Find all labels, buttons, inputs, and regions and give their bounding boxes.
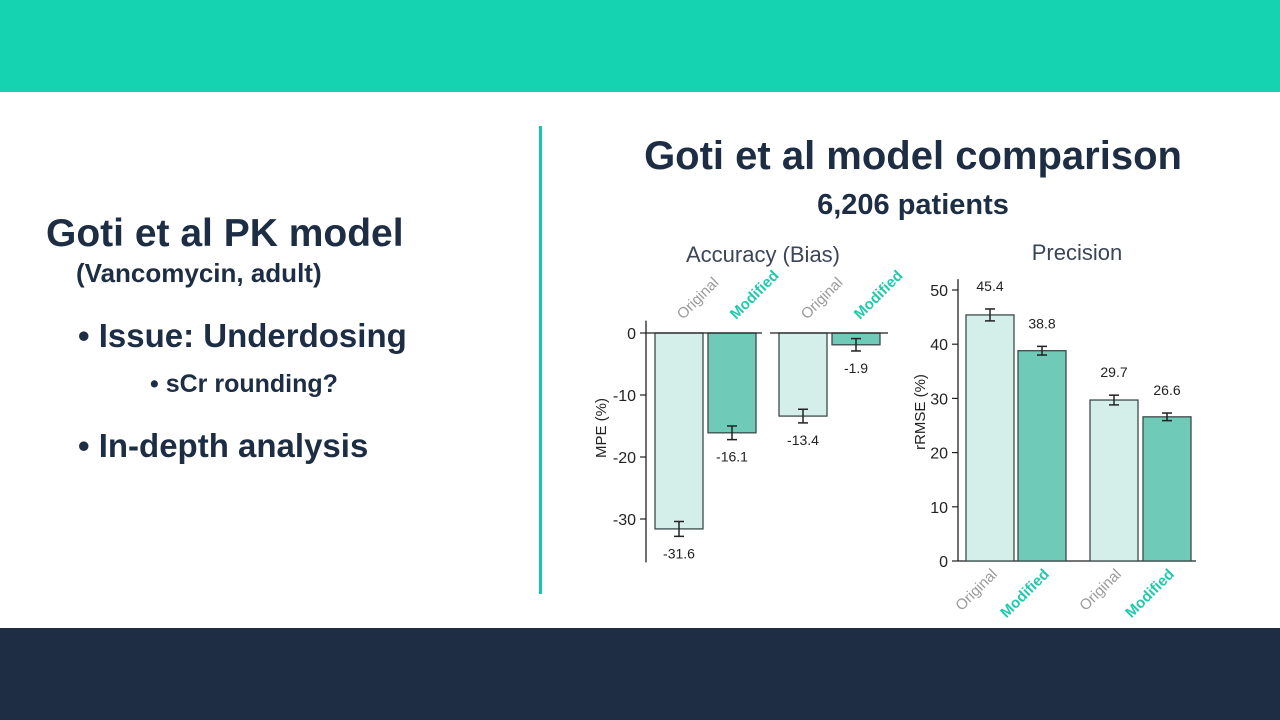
sub-bullet-item: • sCr rounding? <box>150 370 338 398</box>
data-label: -31.6 <box>663 545 695 561</box>
y-tick-label: 50 <box>930 283 948 300</box>
category-label: Original <box>674 274 723 323</box>
data-label: 26.6 <box>1153 382 1180 398</box>
y-tick-label: 0 <box>627 326 636 343</box>
y-axis-label: MPE (%) <box>593 398 610 458</box>
bar-original <box>1089 399 1139 562</box>
bullet-item: • Issue: Underdosing <box>78 317 407 354</box>
y-tick-label: -20 <box>613 450 636 467</box>
y-tick-label: 0 <box>939 554 948 571</box>
bar-original <box>778 332 828 417</box>
bullet-text: sCr rounding? <box>165 370 338 398</box>
bullet-text: Issue: Underdosing <box>98 317 407 354</box>
y-tick-label: 10 <box>930 500 948 517</box>
chart-title: Accuracy (Bias) <box>686 242 840 267</box>
chart-title: Precision <box>1032 240 1122 265</box>
bottom-banner <box>0 628 1280 720</box>
y-tick-label: -30 <box>613 512 636 529</box>
data-label: 29.7 <box>1100 364 1127 380</box>
y-axis-label: rRMSE (%) <box>912 374 929 450</box>
category-label: Original <box>1076 566 1125 615</box>
chart-slide-title: Goti et al model comparison <box>644 134 1182 178</box>
category-label: Modified <box>851 267 907 323</box>
y-tick-label: 20 <box>930 446 948 463</box>
bar-modified <box>1017 350 1067 562</box>
category-label: Modified <box>997 566 1053 622</box>
category-label: Modified <box>727 267 783 323</box>
bar-modified <box>1142 416 1192 562</box>
left-subtitle: (Vancomycin, adult) <box>76 258 322 288</box>
bar-modified <box>707 332 757 434</box>
y-tick-label: 40 <box>930 337 948 354</box>
top-banner <box>0 0 1280 92</box>
category-label: Modified <box>1122 566 1178 622</box>
bullet-text: In-depth analysis <box>98 427 369 464</box>
bullet-item: • In-depth analysis <box>78 427 369 464</box>
left-title: Goti et al PK model <box>46 212 404 255</box>
chart-slide-subtitle: 6,206 patients <box>817 189 1009 221</box>
y-tick-label: 30 <box>930 391 948 408</box>
bar-original <box>654 332 704 530</box>
vertical-divider <box>539 126 542 594</box>
data-label: -1.9 <box>844 360 868 376</box>
bar-original <box>965 314 1015 562</box>
category-label: Original <box>952 566 1001 615</box>
y-tick-label: -10 <box>613 388 636 405</box>
data-label: 38.8 <box>1028 315 1055 331</box>
data-label: -13.4 <box>787 432 819 448</box>
data-label: 45.4 <box>976 278 1003 294</box>
category-label: Original <box>798 274 847 323</box>
data-label: -16.1 <box>716 449 748 465</box>
